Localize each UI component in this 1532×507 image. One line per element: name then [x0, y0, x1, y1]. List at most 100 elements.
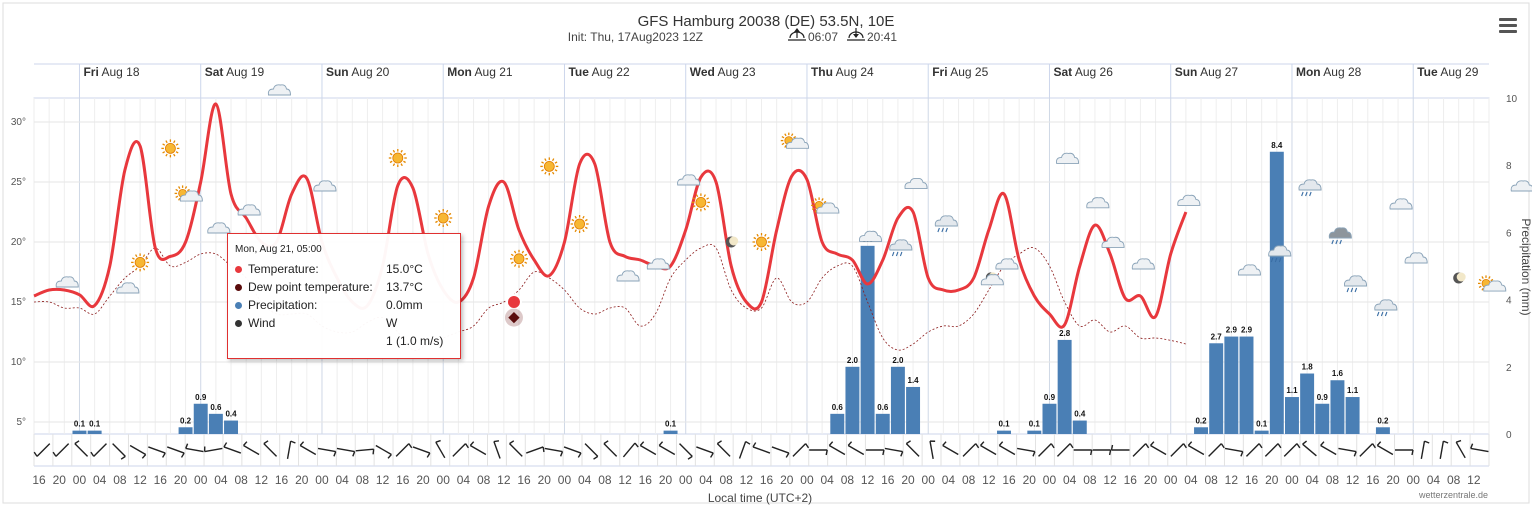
precipitation-label: 2.7 [1211, 332, 1223, 341]
wind-barb [387, 454, 392, 459]
cloud-shape [55, 276, 79, 288]
x-tick-label: 00 [194, 473, 208, 487]
sun-ray [524, 261, 528, 264]
cloud-icon [995, 258, 1019, 270]
wind-arrow-icon [223, 442, 242, 454]
sun-ray [554, 169, 558, 172]
rain-drop [941, 227, 944, 233]
sun-icon [510, 249, 528, 268]
wind-barb [408, 443, 413, 449]
y-tick-left: 25° [11, 177, 26, 188]
x-tick-label: 04 [335, 473, 349, 487]
sun-ray [131, 257, 135, 260]
wind-barb [290, 440, 296, 444]
x-tick-label: 08 [113, 473, 127, 487]
cloud-icon [646, 258, 670, 270]
sun-ray [571, 226, 575, 230]
sun-ray [1481, 287, 1484, 291]
x-tick-label: 08 [841, 473, 855, 487]
sun-ray [162, 143, 166, 146]
sun-ray [544, 171, 547, 175]
cloud-icon [313, 180, 337, 192]
precipitation-label: 1.6 [1332, 369, 1344, 378]
y-axis-left: 5° 10° 15° 20° 25° 30° [11, 117, 26, 428]
cloud-shape [1086, 197, 1110, 209]
wind-shaft [112, 443, 126, 457]
wind-arrow-icon [203, 446, 223, 453]
sun-ray [764, 233, 767, 237]
sun-ray [162, 151, 166, 154]
sun-ray [584, 226, 588, 230]
wind-barb [975, 443, 980, 449]
wind-barb [120, 455, 126, 460]
sun-ray [173, 153, 176, 157]
day-label: Sat Aug 26 [1053, 65, 1113, 79]
precipitation-bar [1300, 373, 1315, 434]
wind-barb [1069, 443, 1074, 449]
wind-arrow-icon [544, 447, 564, 457]
cloud-shape [267, 84, 291, 96]
wind-arrow-icon [52, 443, 70, 457]
x-tick-label: 12 [982, 473, 996, 487]
y-tick-right: 8 [1506, 161, 1512, 172]
cloud-shape [889, 239, 913, 251]
chart-subtitle: Init: Thu, 17Aug2023 12Z 06:07 20:41 [568, 28, 897, 44]
sun-disc [513, 253, 525, 265]
x-tick-label: 16 [639, 473, 653, 487]
wind-arrow-icon [1320, 441, 1337, 456]
wind-barb [752, 442, 757, 448]
sun-ray [513, 250, 517, 254]
wind-arrow-icon [752, 442, 771, 454]
day-label: Mon Aug 28 [1296, 65, 1362, 79]
sun-ray [178, 186, 181, 189]
selected-point-markers [504, 294, 523, 327]
wind-barb [469, 441, 475, 446]
wind-barb [1455, 439, 1462, 443]
wind-shaft [36, 443, 51, 457]
wind-barb [998, 441, 1004, 446]
sun-ray [706, 205, 710, 208]
wind-barb [1424, 440, 1430, 444]
dewpoint-line [33, 243, 1186, 351]
x-tick-label: 20 [1023, 473, 1037, 487]
x-axis-title: Local time (UTC+2) [708, 491, 812, 505]
x-tick-label: 16 [1124, 473, 1138, 487]
wind-arrow-icon [74, 440, 89, 457]
sun-ray [544, 158, 547, 162]
precipitation-bar [87, 430, 102, 434]
sun-ray [706, 197, 710, 200]
wind-arrow-icon [526, 446, 545, 454]
sun-ray [142, 267, 146, 271]
wind-shaft [1170, 443, 1185, 457]
x-tick-label: 04 [942, 473, 956, 487]
wind-barb [710, 452, 714, 458]
sun-ray [392, 149, 396, 153]
sun-ray [756, 233, 759, 237]
y-tick-right: 0 [1506, 430, 1512, 441]
wind-arrow-icon [1455, 439, 1466, 459]
sun-ray [554, 161, 558, 164]
wind-arrow-icon [584, 443, 599, 460]
precipitation-bar [1072, 420, 1087, 434]
precipitation-bar [72, 430, 87, 434]
tooltip-value: W [386, 316, 398, 330]
rain-drop [899, 251, 903, 257]
x-tick-label: 20 [416, 473, 430, 487]
wind-shaft [929, 441, 934, 459]
wind-barb [559, 451, 564, 457]
wind-shaft [435, 441, 446, 459]
x-tick-label: 04 [699, 473, 713, 487]
tooltip-wind-speed: 1 (1.0 m/s) [386, 334, 444, 348]
x-tick-label: 00 [73, 473, 87, 487]
precipitation-label: 0.1 [665, 420, 677, 429]
wind-shaft [1376, 444, 1394, 456]
precipitation-bar [1027, 430, 1042, 434]
hamburger-menu-icon[interactable] [1499, 18, 1517, 34]
sun-ray [551, 158, 555, 162]
x-tick-label: 00 [1407, 473, 1421, 487]
x-tick-label: 08 [356, 473, 370, 487]
sun-icon [434, 209, 453, 227]
wind-barb [1376, 441, 1382, 446]
wind-arrow-icon [1208, 443, 1225, 457]
credit-link[interactable]: wetterzentrale.de [1418, 490, 1488, 500]
